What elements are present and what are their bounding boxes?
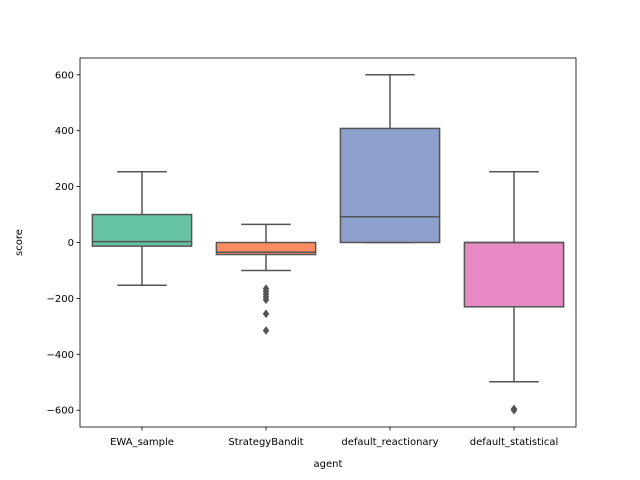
y-tick-label: −600 (47, 406, 74, 417)
y-tick-label: 600 (55, 70, 74, 81)
y-tick-label: 0 (68, 238, 74, 249)
x-axis: EWA_sample StrategyBandit default_reaction… (110, 427, 558, 448)
x-tick-label: default_reactionary (341, 437, 438, 448)
outlier-point (262, 295, 270, 305)
box-group-default-statistical (463, 171, 565, 415)
y-axis-label: score (14, 229, 25, 256)
y-tick-label: 400 (55, 126, 74, 137)
box-group-strategybandit (215, 223, 317, 335)
x-tick-label: default_statistical (470, 437, 558, 448)
y-tick-label: 200 (55, 182, 74, 193)
box-group-ewa-sample (91, 171, 193, 287)
x-axis-label: agent (314, 459, 343, 470)
box (339, 127, 441, 244)
x-tick-label: EWA_sample (110, 437, 174, 448)
box-group-default-reactionary (339, 74, 441, 244)
y-axis: −600 −400 −200 0 200 400 600 (47, 70, 80, 417)
boxes-layer (91, 74, 565, 415)
y-tick-label: −200 (47, 294, 74, 305)
outlier-point (510, 405, 518, 415)
x-tick-label: StrategyBandit (228, 437, 303, 448)
box (91, 213, 193, 247)
box (215, 241, 317, 256)
outlier-point (262, 309, 270, 319)
y-tick-label: −400 (47, 350, 74, 361)
outlier-point (262, 326, 270, 335)
box (463, 241, 565, 308)
